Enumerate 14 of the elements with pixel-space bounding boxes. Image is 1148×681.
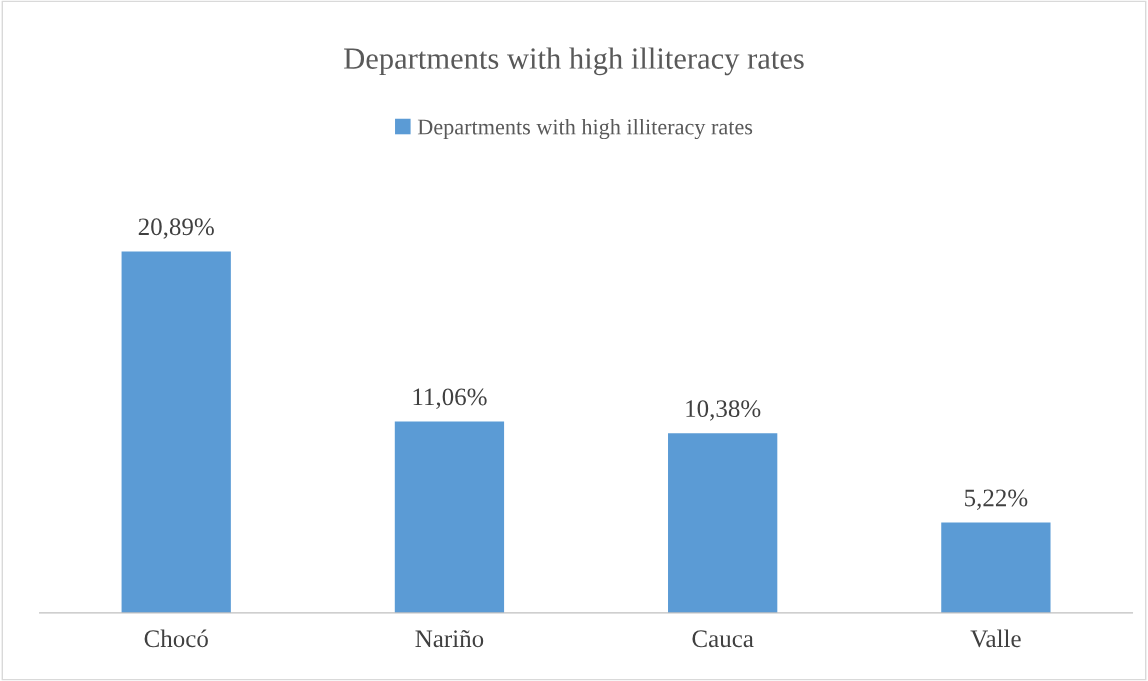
bar xyxy=(668,433,778,613)
x-tick-label: Nariño xyxy=(415,630,484,648)
bar xyxy=(941,522,1051,613)
data-label: 5,22% xyxy=(965,489,1028,510)
legend-label: Departments with high illiteracy rates xyxy=(417,118,753,140)
x-tick-label: Valle xyxy=(970,629,1021,648)
x-tick-label: Chocó xyxy=(144,629,208,648)
x-tick-label: Cauca xyxy=(692,630,754,648)
data-label: 10,38% xyxy=(686,400,761,421)
bar xyxy=(121,251,231,613)
data-label: 20,89% xyxy=(138,218,214,239)
data-label: 11,06% xyxy=(413,388,487,409)
bar xyxy=(394,421,505,613)
chart-title: Departments with high illiteracy rates xyxy=(344,47,804,76)
